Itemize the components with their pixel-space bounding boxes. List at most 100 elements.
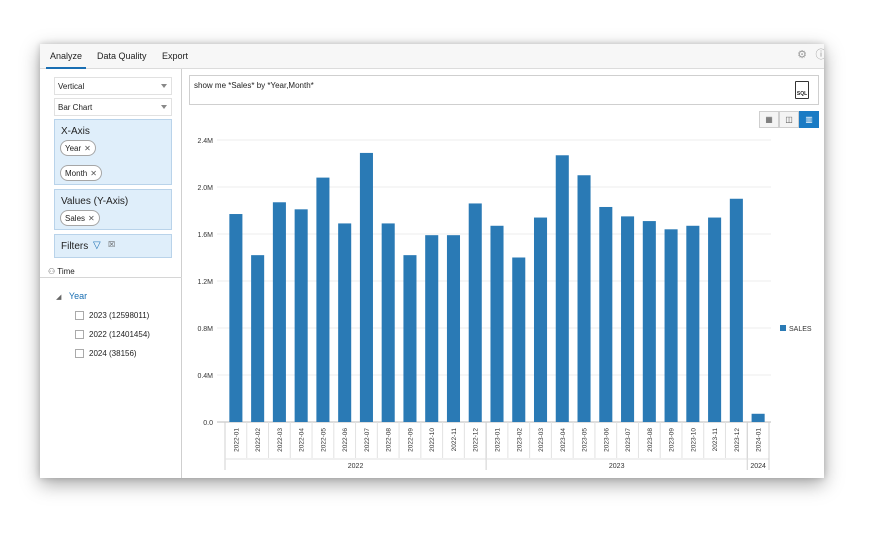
checkbox-2023[interactable] [75,311,84,320]
filter-icon[interactable]: ▽ [93,240,101,251]
tab-bar: Analyze Data Quality Export ⚙ ⓘ [40,44,824,69]
y-tick-label: 2.0M [197,185,213,192]
tab-data-quality[interactable]: Data Quality [97,51,147,61]
x-tick-label: 2023-03 [538,428,545,452]
checkbox-2022[interactable] [75,330,84,339]
y-tick-label: 2.4M [197,138,213,145]
left-panel: Vertical Bar Chart X-Axis Year ✕ Month ✕ V… [40,69,182,478]
bar [664,229,678,422]
tab-analyze[interactable]: Analyze [45,51,87,69]
bar-chart: 0.0 0.4M 0.8M 1.2M 1.6M 2.0M 2.4M 2022-01 2022-0… [197,138,812,470]
filters-title: Filters [61,241,89,252]
tree-item-label: 2023 (12598011) [89,311,150,320]
bar [294,209,308,422]
query-input[interactable]: show me *Sales* by *Year,Month* SQL [189,75,819,105]
remove-icon[interactable]: ✕ [88,214,95,223]
bar [490,225,504,422]
legend-swatch [780,325,786,331]
x-tick-label: 2022-04 [299,428,306,452]
x-tick-label: 2022-03 [277,428,284,452]
x-axis-dropzone[interactable]: X-Axis Year ✕ Month ✕ [54,119,172,185]
tree-divider [40,277,182,278]
x-tick-label: 2023-11 [712,428,719,452]
x-axis-pill-year[interactable]: Year ✕ [60,140,96,156]
chart-view-button[interactable]: ▥ [799,111,819,128]
pill-label: Sales [65,214,86,223]
bar [316,177,330,422]
x-tick-label: 2023-12 [734,428,741,452]
x-tick-label: 2023-01 [495,428,502,452]
bar-chart-icon: ▥ [805,115,813,124]
values-dropzone[interactable]: Values (Y-Axis) Sales ✕ [54,189,172,230]
x-axis-pill-month[interactable]: Month ✕ [60,165,102,181]
y-tick-label: 1.2M [197,279,213,286]
tree-root[interactable]: ⚇ Time [48,267,75,276]
x-tick-label: 2023-04 [560,428,567,452]
x-tick-label: 2022-07 [364,428,371,452]
x-tick-label: 2023-06 [603,428,610,452]
bar [338,223,352,422]
help-icon[interactable]: ⓘ [815,49,825,61]
table-icon: ▦ [765,115,773,124]
tree-level-year[interactable]: ◢ Year [56,291,87,301]
bar [251,255,265,422]
tree-item-label: 2022 (12401454) [89,330,150,339]
hierarchy-icon: ⚇ [48,267,56,276]
bar [642,221,656,422]
x-tick-label: 2022-01 [233,428,240,452]
x-tick-label: 2024-01 [756,428,763,452]
pivot-view-button[interactable]: ◫ [779,111,799,128]
remove-icon[interactable]: ✕ [84,144,91,153]
bar [533,217,548,422]
group-label: 2023 [609,463,625,470]
x-tick-label: 2022-08 [386,428,393,452]
sql-icon[interactable]: SQL [795,81,809,99]
bar [577,175,591,422]
bar [729,198,743,422]
y-tick-label: 0.8M [197,326,213,333]
y-tick-label: 0.4M [197,373,213,380]
chevron-down-icon [161,84,167,88]
bar [425,235,439,422]
group-label: 2022 [348,463,364,470]
x-tick-label: 2023-08 [647,428,654,452]
chevron-down-icon [161,105,167,109]
x-tick-label: 2023-09 [669,428,676,452]
collapse-icon[interactable]: ◢ [56,294,62,301]
bar [751,413,765,422]
table-view-button[interactable]: ▦ [759,111,779,128]
x-tick-label: 2022-05 [320,428,327,452]
x-tick-label: 2023-02 [516,428,523,452]
group-label: 2024 [750,463,766,470]
bar [446,235,461,422]
values-pill-sales[interactable]: Sales ✕ [60,210,100,226]
clear-filter-icon[interactable]: ☒ [108,240,116,249]
bar [403,255,417,422]
x-tick-label: 2022-09 [407,428,414,452]
x-tick-label: 2023-07 [625,428,632,452]
bar [272,202,286,422]
bar [359,152,373,423]
tab-export[interactable]: Export [162,51,189,61]
bar [555,155,569,422]
bar [512,257,526,422]
chart-type-select[interactable]: Bar Chart [54,98,172,116]
pivot-icon: ◫ [785,115,793,124]
chart-type-select-value: Bar Chart [58,103,93,112]
x-tick-label: 2022-06 [342,428,349,452]
bar [708,217,722,422]
x-tick-label: 2023-05 [582,428,589,452]
gear-icon[interactable]: ⚙ [797,49,807,61]
orientation-select[interactable]: Vertical [54,77,172,95]
bar [229,214,243,422]
filters-dropzone[interactable]: Filters ▽ ☒ [54,234,172,258]
remove-icon[interactable]: ✕ [90,169,97,178]
bar [621,216,635,422]
tree-item-label: 2024 (38156) [89,349,137,358]
checkbox-2024[interactable] [75,349,84,358]
bar [686,225,700,422]
bar [599,206,613,422]
pill-label: Year [65,144,82,153]
y-tick-label: 1.6M [197,232,213,239]
tree-level-label: Year [68,291,88,301]
